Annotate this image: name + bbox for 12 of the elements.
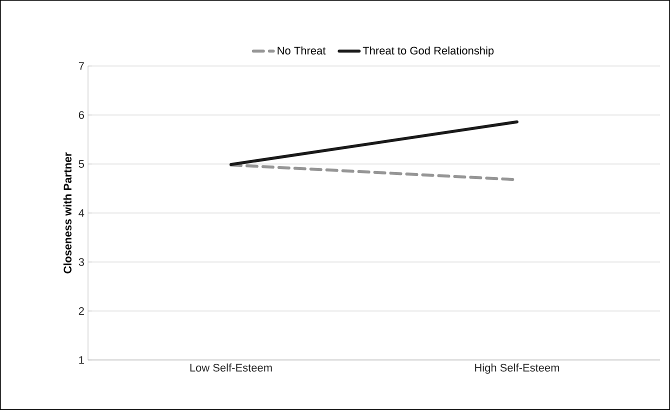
x-tick-label: Low Self-Esteem [190,364,272,372]
y-tick-label: 5 [78,160,84,168]
y-tick-label: 6 [78,111,84,119]
y-axis-title: Closeness with Partner [63,152,72,274]
legend-label: No Threat [278,46,326,55]
legend-label: Threat to God Relationship [362,46,494,57]
y-tick-label: 7 [78,62,84,70]
y-tick-label: 3 [78,258,84,266]
y-tick-label: 1 [79,356,84,364]
y-tick-label: 2 [78,307,84,315]
y-tick-label: 4 [78,209,84,217]
x-tick-label: High Self-Esteem [475,364,560,374]
